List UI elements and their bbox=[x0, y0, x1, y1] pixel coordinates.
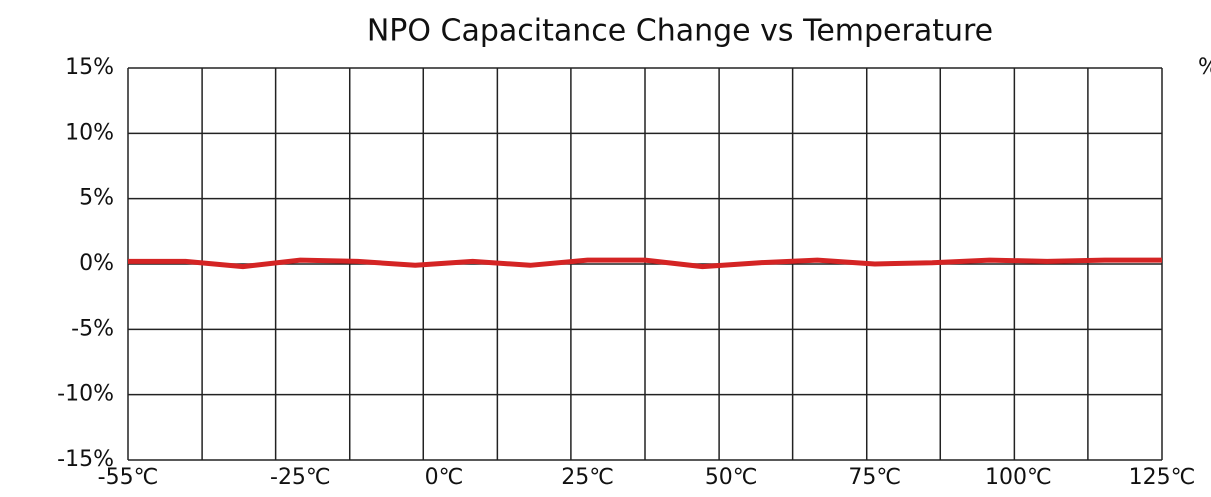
y-tick-label: 0% bbox=[79, 251, 114, 276]
x-tick-label: 50℃ bbox=[705, 465, 758, 490]
x-tick-label: 25℃ bbox=[561, 465, 614, 490]
y-tick-label: 10% bbox=[65, 120, 114, 145]
y-tick-label: 15% bbox=[65, 55, 114, 80]
x-tick-label: 125℃ bbox=[1129, 465, 1196, 490]
data-line bbox=[128, 257, 1162, 270]
x-tick-label: -25℃ bbox=[270, 465, 331, 490]
chart-title: NPO Capacitance Change vs Temperature bbox=[367, 14, 993, 49]
y-tick-label: -10% bbox=[57, 382, 114, 407]
x-tick-label: 100℃ bbox=[985, 465, 1052, 490]
y-tick-label: 5% bbox=[79, 186, 114, 211]
y-tick-label: -5% bbox=[71, 316, 114, 341]
x-tick-label: 0℃ bbox=[425, 465, 464, 490]
x-tick-label: 75℃ bbox=[848, 465, 901, 490]
y-unit: % bbox=[1198, 55, 1211, 80]
y-tick-label: -15% bbox=[57, 447, 114, 472]
x-tick-label: -55℃ bbox=[98, 465, 159, 490]
